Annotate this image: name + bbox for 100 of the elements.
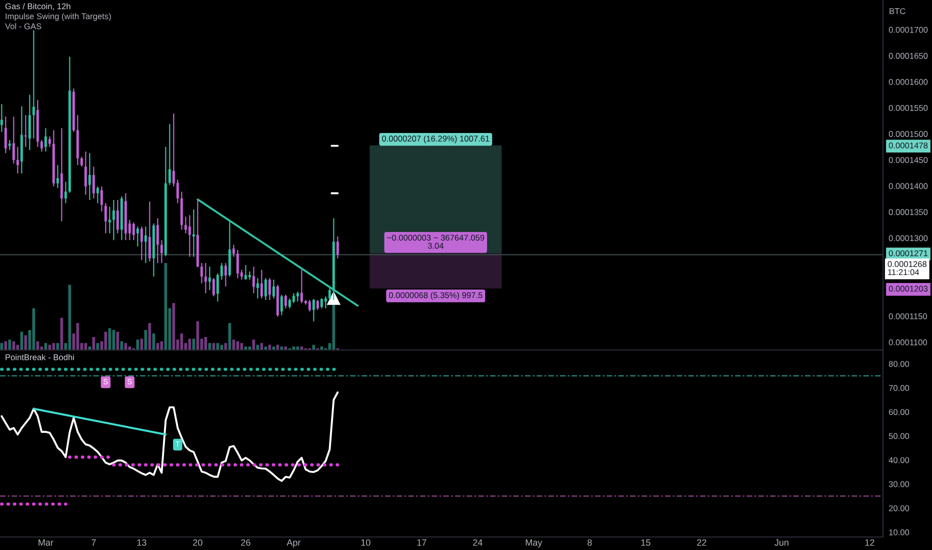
candlestick bbox=[324, 296, 327, 309]
candlestick bbox=[292, 292, 295, 304]
candlestick bbox=[44, 128, 47, 152]
chart-title: Vol - GAS bbox=[5, 23, 42, 30]
y-tick-label: 0.0001350 bbox=[888, 209, 928, 216]
candlestick bbox=[168, 123, 171, 186]
candlestick bbox=[192, 208, 195, 258]
y-tick-label: 0.0001400 bbox=[888, 183, 928, 190]
data-label: 0.0000207 (16.29%) 1007.61 bbox=[382, 135, 490, 144]
candlestick bbox=[12, 116, 15, 164]
candlestick bbox=[212, 278, 215, 297]
candlestick bbox=[116, 199, 119, 234]
x-tick-label: Mar bbox=[38, 539, 54, 546]
candlestick bbox=[188, 214, 191, 258]
x-tick-label: 26 bbox=[241, 539, 250, 546]
y-tick-label: 60.00 bbox=[888, 409, 910, 415]
candlestick bbox=[148, 201, 151, 262]
candlestick bbox=[132, 222, 135, 241]
y-tick-label: 0.0001700 bbox=[888, 26, 928, 33]
y-tick-label: 20.00 bbox=[888, 505, 910, 512]
y-tick-label: 0.0001478 bbox=[888, 142, 928, 148]
ref-line-label: 0.0001268 11:21:04 bbox=[888, 261, 926, 276]
x-tick-label: 17 bbox=[417, 539, 426, 546]
candlestick bbox=[264, 278, 267, 301]
candlestick bbox=[104, 202, 107, 234]
y-tick-label: 0.0001550 bbox=[888, 105, 928, 111]
candlestick bbox=[316, 299, 319, 310]
candlestick bbox=[256, 278, 259, 299]
x-tick-label: Apr bbox=[286, 539, 301, 548]
candlestick bbox=[312, 298, 315, 322]
y-tick-label: 0.0001100 bbox=[888, 339, 928, 346]
candlestick bbox=[224, 262, 227, 288]
candlestick bbox=[200, 262, 203, 284]
candlestick bbox=[140, 226, 143, 260]
candlestick bbox=[108, 206, 111, 234]
y-tick-label: 0.0001600 bbox=[888, 78, 928, 85]
y-tick-label: 30.00 bbox=[888, 481, 910, 488]
candlestick bbox=[156, 218, 159, 264]
y-tick-label: 0.0001203 bbox=[888, 286, 928, 292]
y-axis-title: BTC bbox=[890, 8, 906, 14]
x-tick-label: 10 bbox=[361, 539, 370, 546]
candlestick bbox=[300, 269, 303, 304]
candlestick bbox=[232, 244, 235, 258]
y-tick-label: 0.0001271 bbox=[888, 250, 928, 256]
candlestick bbox=[268, 278, 271, 301]
candlestick bbox=[208, 266, 211, 291]
candlestick bbox=[64, 181, 67, 204]
y-tick-label: 0.0001150 bbox=[888, 313, 928, 320]
y-tick-label: 10.00 bbox=[889, 529, 910, 536]
candlestick bbox=[244, 264, 247, 280]
candlestick bbox=[260, 269, 263, 299]
y-tick-label: 70.00 bbox=[888, 385, 910, 391]
candlestick bbox=[308, 299, 311, 312]
y-tick-label: 0.0001300 bbox=[888, 235, 928, 242]
candlestick bbox=[8, 140, 11, 151]
candlestick bbox=[56, 164, 59, 189]
candlestick bbox=[84, 151, 87, 196]
y-tick-label: 50.00 bbox=[888, 433, 910, 440]
x-tick-label: 13 bbox=[137, 539, 146, 546]
x-tick-label: 15 bbox=[641, 539, 650, 546]
candlestick bbox=[4, 116, 7, 154]
candlestick bbox=[160, 240, 163, 264]
candlestick bbox=[112, 199, 115, 241]
candlestick bbox=[0, 104, 3, 132]
x-tick-label: 12 bbox=[865, 539, 874, 546]
candlestick bbox=[24, 114, 27, 148]
y-tick-label: 0.0001450 bbox=[888, 157, 928, 163]
y-tick-label: 0.0001500 bbox=[888, 131, 928, 137]
candlestick bbox=[80, 156, 83, 168]
x-tick-label: May bbox=[526, 539, 542, 548]
x-tick-label: 24 bbox=[473, 539, 482, 546]
chart-title: Gas / Bitcoin, 12h bbox=[5, 3, 70, 10]
candlestick bbox=[92, 166, 95, 199]
candlestick bbox=[288, 298, 291, 309]
candlestick bbox=[284, 294, 287, 309]
candlestick bbox=[252, 266, 255, 294]
y-tick-label: 80.00 bbox=[888, 360, 910, 367]
candlestick bbox=[184, 216, 187, 234]
x-tick-label: 7 bbox=[92, 539, 96, 546]
candlestick bbox=[100, 186, 103, 212]
annotation: −0.0000003 ~ 367647.059 3.04 bbox=[387, 234, 484, 249]
candlestick bbox=[136, 226, 139, 247]
candlestick bbox=[28, 94, 31, 151]
line-series bbox=[0, 391, 339, 482]
candlestick bbox=[96, 186, 99, 204]
candlestick bbox=[40, 140, 43, 152]
candlestick bbox=[236, 249, 239, 279]
x-tick-label: 22 bbox=[697, 539, 706, 546]
data-label: 0.0000068 (5.35%) 997.5 bbox=[388, 292, 482, 300]
x-tick-label: 8 bbox=[588, 539, 592, 546]
candlestick bbox=[16, 146, 19, 174]
candlestick bbox=[48, 136, 51, 148]
candlestick bbox=[88, 152, 91, 201]
chart-title: PointBreak - Bodhi bbox=[6, 354, 74, 360]
candlestick bbox=[296, 291, 299, 302]
candlestick bbox=[336, 236, 339, 259]
y-tick-label: 0.0001650 bbox=[888, 52, 928, 59]
text: Impulse Swing (with Targets) bbox=[6, 13, 111, 21]
candlestick bbox=[204, 262, 207, 294]
candlestick bbox=[320, 298, 323, 309]
